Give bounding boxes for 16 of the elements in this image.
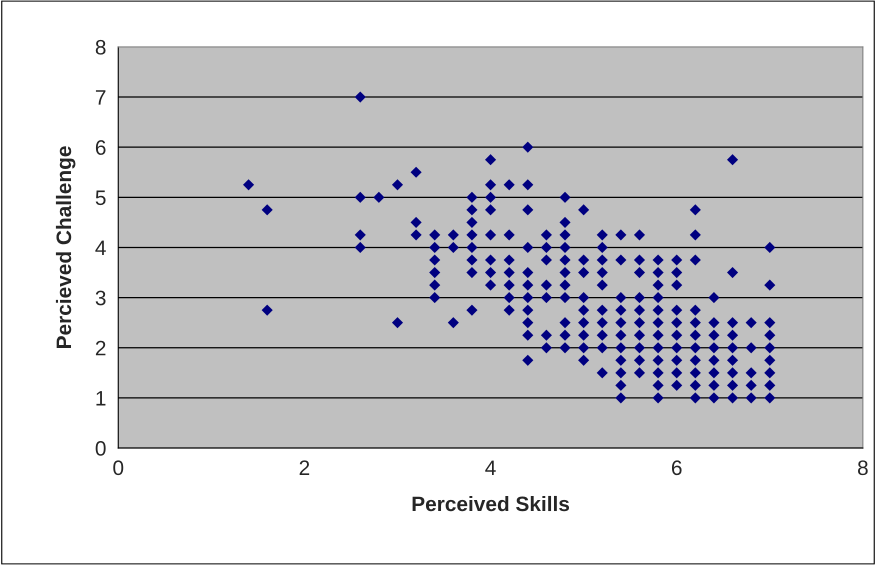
y-axis-title: Percieved Challenge <box>56 146 76 348</box>
y-tick-label: 0 <box>96 441 106 456</box>
y-tick-label: 6 <box>96 140 106 155</box>
x-tick-label: 8 <box>858 460 868 476</box>
y-tick-label: 4 <box>95 240 106 256</box>
x-tick-label: 0 <box>113 460 124 476</box>
x-axis-title: Perceived Skills <box>412 496 570 512</box>
x-tick-label: 2 <box>300 460 310 475</box>
y-tick-label: 3 <box>96 290 106 306</box>
y-tick-label: 2 <box>96 340 106 356</box>
y-tick-label: 7 <box>96 90 106 105</box>
x-tick-label: 6 <box>672 460 682 476</box>
y-tick-label: 8 <box>96 40 106 55</box>
y-tick-label: 1 <box>96 391 106 406</box>
x-tick-label: 4 <box>485 460 496 475</box>
y-tick-label: 5 <box>96 190 106 206</box>
